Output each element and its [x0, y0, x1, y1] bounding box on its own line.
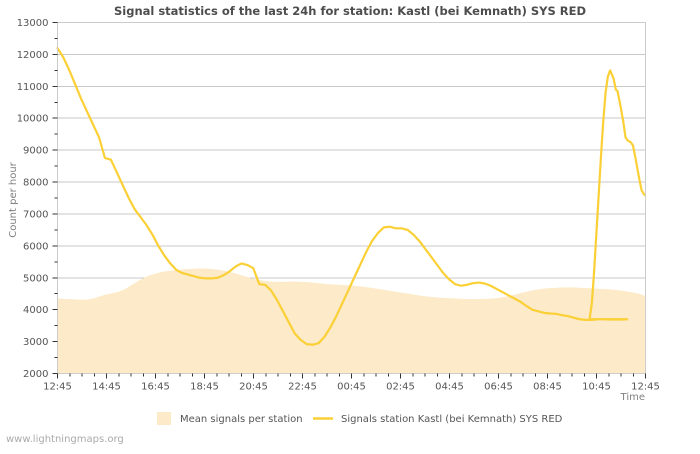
x-tick-label: 10:45: [582, 382, 611, 393]
y-tick-label: 2000: [23, 369, 48, 380]
y-tick-label: 5000: [23, 273, 48, 284]
mean-area-series: [57, 268, 646, 374]
x-tick-label: 16:45: [141, 382, 170, 393]
y-tick-label: 9000: [23, 146, 48, 157]
chart-title: Signal statistics of the last 24h for st…: [114, 4, 586, 18]
x-tick-label: 04:45: [435, 382, 464, 393]
x-tick-label: 14:45: [92, 382, 121, 393]
x-tick-label: 12:45: [631, 382, 660, 393]
y-tick-label: 4000: [23, 305, 48, 316]
x-tick-label: 02:45: [386, 382, 415, 393]
y-tick-label: 12000: [17, 50, 49, 61]
y-tick-label: 13000: [17, 18, 49, 29]
watermark-text: www.lightningmaps.org: [6, 434, 124, 445]
gridlines-upper: [57, 53, 646, 279]
x-tick-label: 20:45: [239, 382, 268, 393]
x-tick-label: 06:45: [484, 382, 513, 393]
x-tick-label: 18:45: [190, 382, 219, 393]
x-tick-label: 00:45: [337, 382, 366, 393]
y-tick-label: 10000: [17, 114, 49, 125]
y-tick-label: 7000: [23, 209, 48, 220]
x-axis: 12:45 14:45 16:45 18:45 20:45 22:45 00:45 02:45…: [43, 373, 660, 393]
x-tick-label: 08:45: [533, 382, 562, 393]
y-tick-label: 11000: [17, 82, 49, 93]
legend-swatch-mean-signals: [157, 412, 171, 425]
y-axis: 2000 3000 4000 5000 6000 7000 8000 9000 10000 110…: [17, 18, 58, 380]
legend-label-mean-signals: Mean signals per station: [180, 414, 303, 425]
y-tick-label: 8000: [23, 178, 48, 189]
y-axis-title: Count per hour: [8, 161, 19, 237]
x-tick-label: 12:45: [43, 382, 72, 393]
y-tick-label: 6000: [23, 241, 48, 252]
legend-label-signals-station: Signals station Kastl (bei Kemnath) SYS …: [341, 414, 563, 425]
signals-line-series: [56, 46, 646, 346]
y-tick-label: 3000: [23, 337, 48, 348]
x-axis-title: Time: [620, 392, 645, 403]
x-tick-label: 22:45: [288, 382, 317, 393]
chart-legend: Mean signals per station Signals station…: [157, 412, 563, 425]
